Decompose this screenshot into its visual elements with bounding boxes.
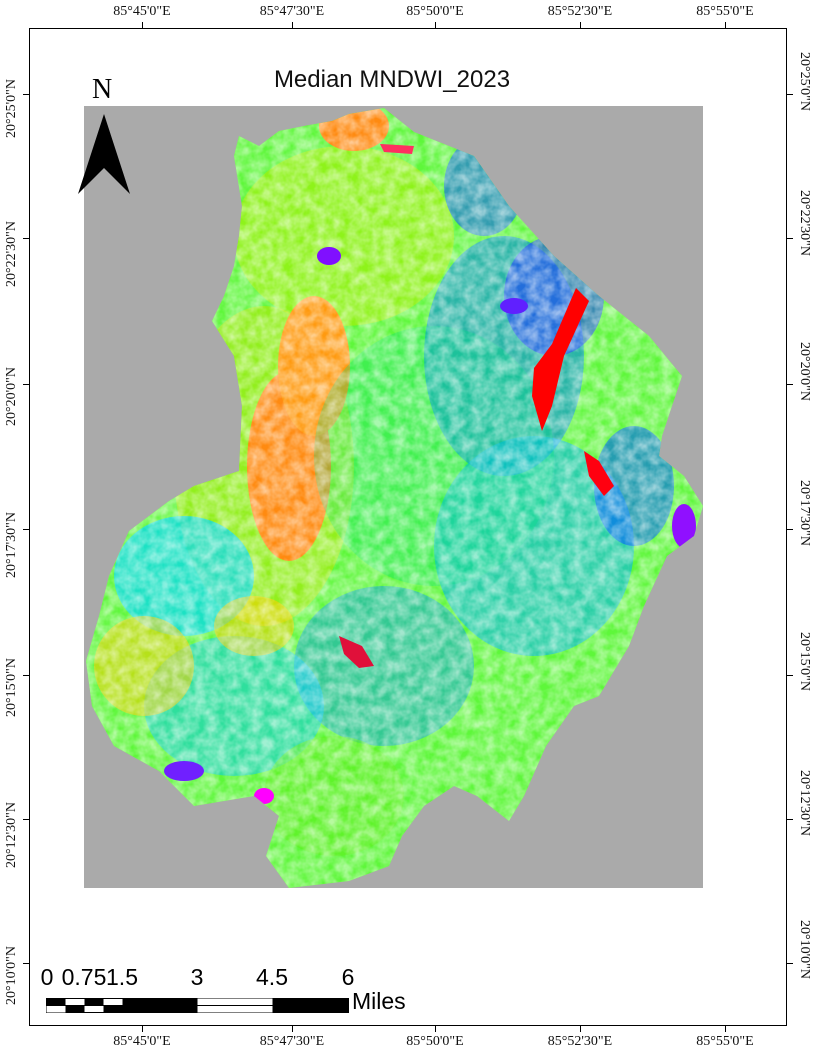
tick-mark [23,675,29,676]
tick-mark [787,94,793,95]
left-lat-label: 20°22'30"N [4,221,19,287]
scale-bar [46,998,349,1013]
left-lat-label: 20°20'0"N [4,367,19,426]
tick-mark [292,22,293,28]
map-title: Median MNDWI_2023 [273,66,511,93]
tick-mark [23,529,29,530]
tick-mark [787,529,793,530]
bottom-lon-label: 85°52'30"E [547,1034,613,1049]
left-lat-label: 20°15'0"N [4,658,19,717]
scale-unit: Miles [352,988,406,1014]
north-arrow-icon [78,114,130,194]
tick-mark [787,819,793,820]
left-lat-label: 20°12'30"N [4,802,19,868]
top-lon-label: 85°50'0"E [406,4,464,19]
tick-mark [292,1026,293,1032]
scale-label: 1.5 [106,964,138,990]
right-lat-label: 20°17'30"N [797,480,812,546]
top-lon-label: 85°47'30"E [259,4,325,19]
scale-label: 0 [40,964,54,990]
right-lat-label: 20°25'0"N [797,52,812,111]
tick-mark [787,963,793,964]
tick-mark [725,1026,726,1032]
bottom-lon-label: 85°47'30"E [259,1034,325,1049]
top-lon-label: 85°52'30"E [547,4,613,19]
tick-mark [580,1026,581,1032]
left-lat-label: 20°17'30"N [4,512,19,578]
tick-mark [23,238,29,239]
bottom-lon-label: 85°55'0"E [696,1034,754,1049]
top-lon-label: 85°45'0"E [113,4,171,19]
right-lat-label: 20°20'0"N [797,342,812,401]
tick-mark [725,22,726,28]
north-label: N [92,74,113,105]
bottom-lon-label: 85°50'0"E [406,1034,464,1049]
map-frame [29,28,787,1026]
right-lat-label: 20°10'0"N [797,920,812,979]
tick-mark [23,819,29,820]
tick-mark [787,238,793,239]
tick-mark [23,384,29,385]
tick-mark [787,384,793,385]
tick-mark [580,22,581,28]
mndwi-raster-map [84,106,703,888]
tick-mark [142,22,143,28]
left-lat-label: 20°10'0"N [4,946,19,1005]
right-lat-label: 20°15'0"N [797,632,812,691]
right-lat-label: 20°12'30"N [797,770,812,836]
scale-label: 6 [341,964,355,990]
right-lat-label: 20°22'30"N [797,190,812,256]
top-lon-label: 85°55'0"E [696,4,754,19]
tick-mark [435,1026,436,1032]
water-body-river [532,288,589,431]
scale-label: 4.5 [256,964,288,990]
tick-mark [142,1026,143,1032]
scale-label: 3 [190,964,204,990]
tick-mark [23,963,29,964]
bottom-lon-label: 85°45'0"E [113,1034,171,1049]
tick-mark [23,94,29,95]
tick-mark [787,675,793,676]
scale-label: 0.75 [61,964,107,990]
tick-mark [435,22,436,28]
